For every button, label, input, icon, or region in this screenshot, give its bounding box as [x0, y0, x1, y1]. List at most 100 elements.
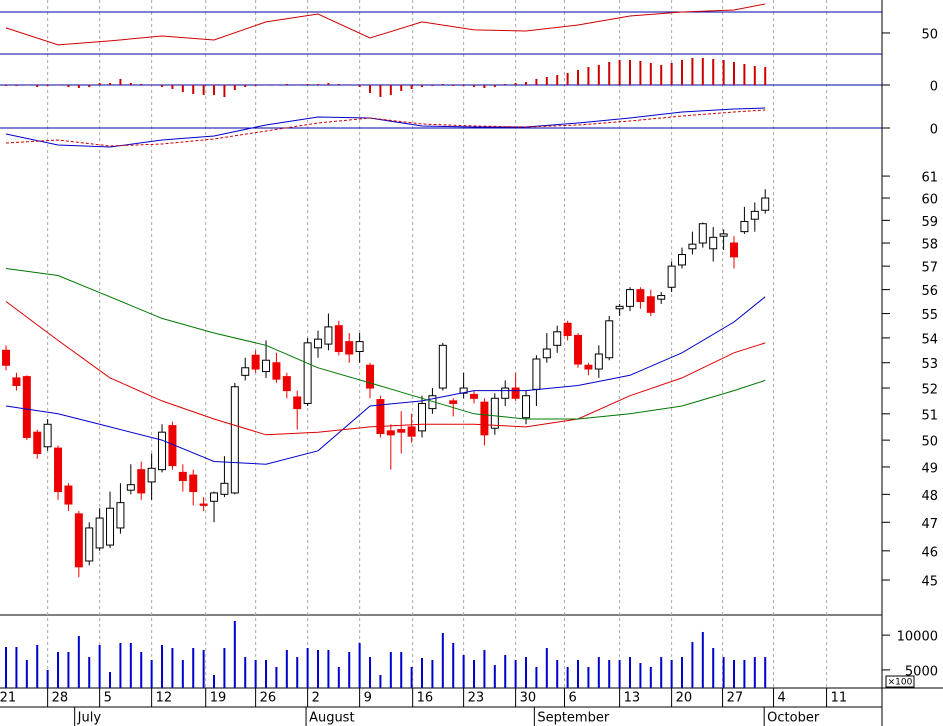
y-tick-label: 58: [921, 238, 938, 253]
bar: [733, 660, 736, 688]
x-tick-label: 30: [520, 691, 537, 706]
x-tick-label: 28: [52, 691, 69, 706]
bar: [317, 84, 320, 85]
candle-body: [480, 401, 489, 436]
candle-body: [282, 376, 291, 392]
candle-body: [376, 399, 385, 434]
line-series: [5, 301, 766, 436]
candle-body: [761, 197, 770, 211]
y-tick-label: 55: [921, 308, 938, 323]
candle-body: [178, 471, 187, 482]
line-series: [5, 107, 766, 148]
bar: [670, 63, 673, 85]
bar: [244, 85, 247, 87]
bar: [629, 657, 632, 688]
bar: [119, 642, 122, 688]
bar: [275, 666, 278, 688]
bar: [545, 647, 548, 688]
bar: [202, 85, 205, 95]
candle-body: [230, 386, 239, 494]
line-series: [5, 268, 766, 420]
bar: [57, 652, 60, 688]
candle-body: [95, 517, 104, 549]
y-tick-label: 50: [921, 435, 938, 450]
bar: [577, 70, 580, 85]
line-series: [5, 296, 766, 465]
bar: [358, 85, 361, 87]
candle-body: [605, 320, 614, 359]
bar: [618, 60, 621, 85]
month-label: August: [309, 711, 355, 726]
candle-body: [43, 423, 52, 448]
bar: [5, 85, 8, 86]
bar: [140, 652, 143, 688]
x-tick-label: 11: [831, 691, 848, 706]
bar: [764, 67, 767, 85]
y-tick-label: 46: [921, 545, 938, 560]
bar: [88, 657, 91, 688]
candle-body: [85, 527, 94, 562]
candle-body: [189, 474, 198, 493]
x-tick-label: 6: [568, 691, 576, 706]
candle-body: [303, 342, 312, 404]
bar: [379, 85, 382, 97]
candle-body: [470, 393, 479, 399]
bar: [36, 644, 39, 688]
y-tick-label: 53: [921, 357, 938, 372]
y-tick-label: 47: [921, 517, 938, 532]
candle-body: [397, 429, 406, 433]
x-tick-label: 12: [156, 691, 173, 706]
candle-body: [532, 358, 541, 390]
bar: [535, 666, 538, 688]
bar: [493, 665, 496, 688]
bar: [109, 671, 112, 688]
candle-body: [636, 289, 645, 303]
x-tick-label: 21: [0, 691, 16, 706]
candle-body: [210, 492, 219, 502]
candle-body: [678, 254, 687, 266]
bar: [608, 62, 611, 85]
bar: [285, 84, 288, 85]
candle-body: [553, 331, 562, 346]
y-tick-label: 0: [930, 123, 938, 138]
y-tick-label: 48: [921, 489, 938, 504]
bar: [77, 85, 80, 88]
bar: [753, 657, 756, 688]
y-tick-label: 61: [921, 171, 938, 186]
bar: [525, 657, 528, 688]
bar: [36, 85, 39, 87]
bar: [181, 85, 184, 92]
candle-body: [33, 431, 42, 454]
bar: [25, 85, 28, 86]
bar: [743, 660, 746, 688]
candle-body: [615, 305, 624, 310]
bar: [337, 84, 340, 85]
candle-body: [106, 507, 115, 546]
bar: [483, 85, 486, 88]
bar: [15, 647, 18, 688]
x-tick-label: 27: [727, 691, 744, 706]
candle-body: [719, 233, 728, 237]
candle-body: [490, 397, 499, 429]
y-tick-label: 54: [921, 332, 938, 347]
bar: [722, 60, 725, 85]
candle-body: [646, 296, 655, 313]
y-tick-label: 5000: [905, 664, 938, 679]
candle-body: [126, 484, 135, 491]
unit-label: ×100: [888, 678, 913, 688]
x-tick-label: 5: [104, 691, 112, 706]
bar: [213, 85, 216, 95]
bar: [701, 631, 704, 688]
bar: [400, 652, 403, 688]
candle-body: [386, 430, 395, 436]
bar: [525, 82, 528, 85]
bar: [57, 85, 60, 86]
bar: [597, 657, 600, 688]
bar: [327, 649, 330, 688]
candle-body: [584, 364, 593, 370]
bar: [514, 660, 517, 688]
y-tick-label: 52: [921, 383, 938, 398]
bar: [98, 644, 101, 688]
bar: [348, 85, 351, 86]
bar: [171, 647, 174, 688]
